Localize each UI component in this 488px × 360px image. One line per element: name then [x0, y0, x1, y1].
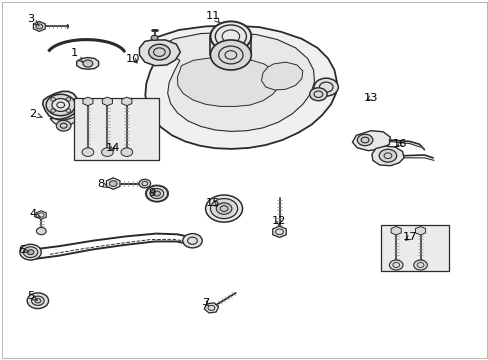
Circle shape — [80, 104, 90, 111]
Polygon shape — [390, 226, 401, 235]
Text: 5: 5 — [27, 291, 37, 301]
Circle shape — [205, 195, 242, 222]
Polygon shape — [141, 26, 336, 149]
Polygon shape — [139, 40, 180, 66]
Circle shape — [36, 228, 46, 235]
FancyBboxPatch shape — [74, 98, 159, 160]
Circle shape — [52, 99, 69, 111]
Circle shape — [413, 260, 427, 270]
Circle shape — [82, 148, 94, 157]
Polygon shape — [82, 97, 93, 106]
Circle shape — [357, 134, 372, 146]
Text: 10: 10 — [125, 54, 140, 64]
Polygon shape — [272, 226, 285, 238]
Polygon shape — [352, 131, 389, 151]
Polygon shape — [177, 58, 279, 107]
Polygon shape — [106, 178, 120, 189]
Polygon shape — [33, 21, 45, 31]
Text: 2: 2 — [29, 109, 42, 119]
Polygon shape — [102, 97, 112, 106]
Polygon shape — [157, 32, 314, 131]
Polygon shape — [36, 211, 46, 219]
Circle shape — [121, 148, 132, 157]
Text: 8: 8 — [97, 179, 107, 189]
Circle shape — [109, 181, 117, 186]
Polygon shape — [261, 62, 302, 90]
Text: 11: 11 — [205, 11, 220, 23]
Polygon shape — [77, 104, 93, 113]
Polygon shape — [42, 91, 78, 119]
Text: 9: 9 — [148, 188, 155, 198]
Circle shape — [210, 40, 251, 70]
Circle shape — [309, 88, 326, 101]
Circle shape — [210, 199, 237, 219]
Polygon shape — [77, 58, 99, 69]
Circle shape — [313, 78, 338, 96]
Circle shape — [83, 60, 93, 67]
Circle shape — [146, 186, 167, 202]
Circle shape — [36, 24, 42, 29]
Text: 7: 7 — [202, 298, 209, 308]
Polygon shape — [415, 226, 425, 235]
Text: 15: 15 — [205, 198, 220, 208]
Circle shape — [27, 249, 34, 255]
Circle shape — [388, 260, 402, 270]
Text: 16: 16 — [392, 139, 407, 149]
Circle shape — [378, 149, 396, 162]
Circle shape — [102, 148, 113, 157]
Text: 14: 14 — [106, 143, 120, 153]
Text: 13: 13 — [363, 93, 377, 103]
Circle shape — [210, 21, 251, 51]
Text: 6: 6 — [18, 245, 29, 255]
Circle shape — [150, 189, 163, 199]
Circle shape — [139, 179, 150, 188]
Polygon shape — [204, 303, 218, 313]
Circle shape — [27, 293, 48, 309]
Polygon shape — [122, 97, 132, 106]
FancyBboxPatch shape — [380, 225, 448, 271]
Text: 3: 3 — [27, 14, 39, 26]
Text: 4: 4 — [29, 209, 40, 219]
Polygon shape — [371, 146, 403, 166]
Circle shape — [148, 44, 170, 60]
Text: 17: 17 — [402, 232, 416, 242]
Circle shape — [153, 191, 160, 196]
Text: 1: 1 — [71, 48, 82, 62]
Circle shape — [20, 244, 41, 260]
Circle shape — [23, 247, 38, 257]
Circle shape — [46, 94, 75, 116]
Circle shape — [216, 203, 231, 214]
Text: 12: 12 — [271, 216, 285, 226]
Circle shape — [151, 35, 158, 40]
Polygon shape — [50, 116, 77, 126]
Circle shape — [31, 296, 44, 305]
Circle shape — [56, 120, 71, 131]
Circle shape — [183, 234, 202, 248]
